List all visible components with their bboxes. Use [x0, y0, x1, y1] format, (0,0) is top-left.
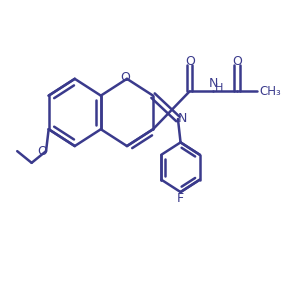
- Text: H: H: [215, 83, 223, 93]
- Text: O: O: [121, 71, 130, 84]
- Text: N: N: [177, 112, 187, 125]
- Text: O: O: [232, 55, 242, 68]
- Text: O: O: [185, 55, 195, 68]
- Text: CH₃: CH₃: [259, 85, 281, 98]
- Text: O: O: [37, 145, 47, 158]
- Text: F: F: [177, 192, 184, 205]
- Text: N: N: [209, 78, 218, 91]
